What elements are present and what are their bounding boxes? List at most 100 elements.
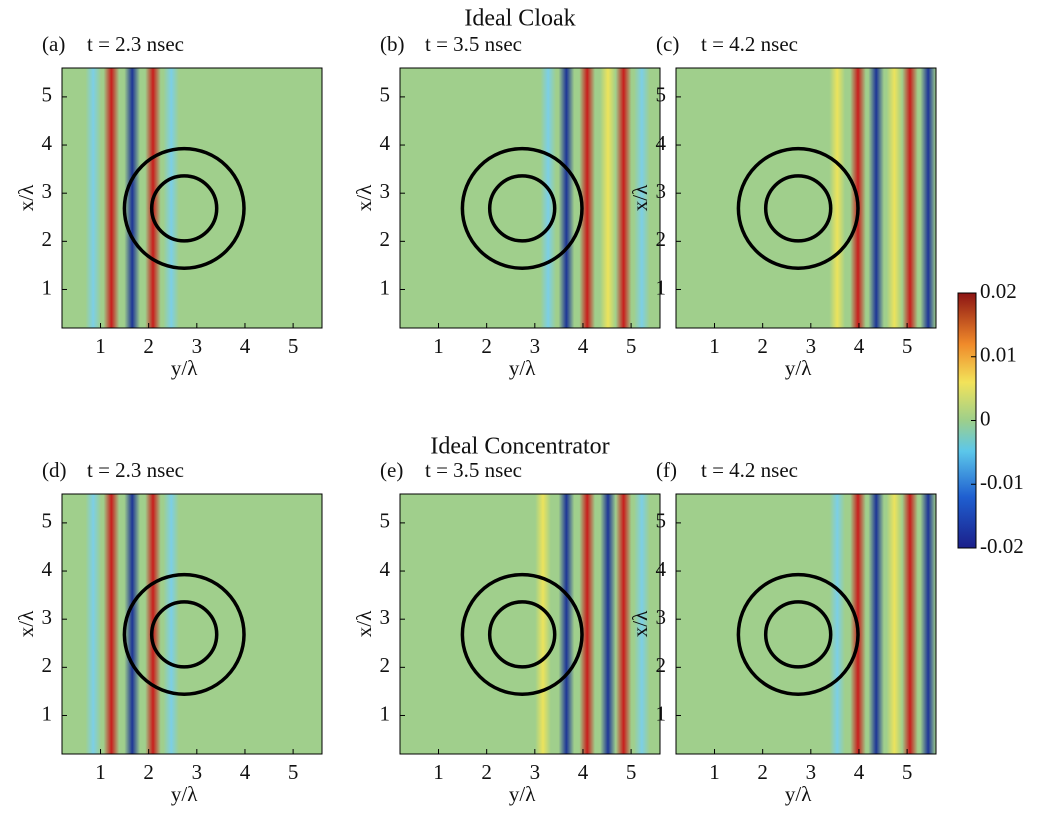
- y-tick-label: 2: [656, 653, 667, 677]
- y-tick-label: 1: [42, 275, 53, 299]
- inner-circle: [763, 600, 833, 669]
- colorbar-tick-label: 0: [980, 406, 991, 430]
- y-axis-label: x/λ: [352, 184, 376, 211]
- y-tick-label: 5: [380, 83, 391, 107]
- y-tick-label: 2: [656, 227, 667, 251]
- y-tick-label: 1: [656, 701, 667, 725]
- x-tick-label: 4: [854, 334, 865, 358]
- y-tick-label: 1: [42, 701, 53, 725]
- x-tick-label: 3: [192, 334, 203, 358]
- panel-label: (b): [380, 32, 405, 56]
- y-tick-label: 4: [42, 131, 53, 155]
- x-tick-label: 3: [806, 760, 817, 784]
- panel-title: t = 4.2 nsec: [701, 458, 798, 482]
- outer-circle: [736, 146, 860, 270]
- y-tick-label: 3: [656, 179, 667, 203]
- y-tick-label: 4: [42, 557, 53, 581]
- y-tick-label: 3: [380, 179, 391, 203]
- outer-circle: [460, 572, 584, 696]
- x-axis-label: y/λ: [509, 356, 536, 380]
- x-tick-label: 3: [530, 760, 541, 784]
- x-tick-label: 3: [530, 334, 541, 358]
- x-tick-label: 1: [709, 760, 720, 784]
- x-tick-label: 4: [578, 334, 589, 358]
- x-axis-label: y/λ: [785, 356, 812, 380]
- x-tick-label: 5: [902, 334, 913, 358]
- y-tick-label: 5: [656, 83, 667, 107]
- x-tick-label: 5: [626, 334, 637, 358]
- y-tick-label: 2: [42, 227, 53, 251]
- y-tick-label: 4: [656, 557, 667, 581]
- y-tick-label: 3: [656, 605, 667, 629]
- x-tick-label: 1: [433, 760, 444, 784]
- colorbar-tick-label: -0.01: [980, 470, 1024, 494]
- y-tick-label: 3: [42, 179, 53, 203]
- panel-label: (e): [380, 458, 403, 482]
- outer-circle: [736, 572, 860, 696]
- y-axis-label: x/λ: [14, 610, 38, 637]
- x-axis-label: y/λ: [785, 782, 812, 806]
- x-tick-label: 5: [288, 334, 299, 358]
- x-tick-label: 2: [481, 334, 492, 358]
- field: [399, 493, 661, 755]
- field: [675, 67, 937, 329]
- x-tick-label: 1: [95, 760, 106, 784]
- x-tick-label: 2: [481, 760, 492, 784]
- panel-label: (a): [42, 32, 65, 56]
- inner-circle: [487, 174, 557, 243]
- x-tick-label: 2: [143, 760, 154, 784]
- y-tick-label: 2: [380, 653, 391, 677]
- y-tick-label: 4: [380, 557, 391, 581]
- x-tick-label: 1: [95, 334, 106, 358]
- field: [61, 493, 323, 755]
- inner-circle: [149, 600, 219, 669]
- panel-title: t = 2.3 nsec: [87, 458, 184, 482]
- x-tick-label: 4: [578, 760, 589, 784]
- field: [399, 67, 661, 329]
- panel-label: (d): [42, 458, 67, 482]
- x-tick-label: 3: [806, 334, 817, 358]
- y-tick-label: 2: [42, 653, 53, 677]
- x-tick-label: 1: [433, 334, 444, 358]
- y-tick-label: 2: [380, 227, 391, 251]
- outer-circle: [122, 146, 246, 270]
- inner-circle: [487, 600, 557, 669]
- outer-circle: [460, 146, 584, 270]
- x-tick-label: 1: [709, 334, 720, 358]
- inner-circle: [763, 174, 833, 243]
- y-tick-label: 3: [42, 605, 53, 629]
- colorbar-tick-label: 0.02: [980, 279, 1017, 303]
- y-axis-label: x/λ: [352, 610, 376, 637]
- y-axis-label: x/λ: [628, 184, 652, 211]
- y-tick-label: 5: [380, 509, 391, 533]
- panel-title: t = 3.5 nsec: [425, 32, 522, 56]
- y-axis-label: x/λ: [628, 610, 652, 637]
- row-title: Ideal Concentrator: [430, 434, 609, 460]
- field: [61, 67, 323, 329]
- x-tick-label: 3: [192, 760, 203, 784]
- x-tick-label: 5: [288, 760, 299, 784]
- panel-label: (f): [656, 458, 677, 482]
- panel-label: (c): [656, 32, 679, 56]
- x-axis-label: y/λ: [171, 782, 198, 806]
- colorbar-tick-label: -0.02: [980, 534, 1024, 558]
- y-tick-label: 4: [380, 131, 391, 155]
- y-tick-label: 5: [656, 509, 667, 533]
- outer-circle: [122, 572, 246, 696]
- panel-title: t = 3.5 nsec: [425, 458, 522, 482]
- x-tick-label: 5: [902, 760, 913, 784]
- x-axis-label: y/λ: [171, 356, 198, 380]
- y-tick-label: 5: [42, 509, 53, 533]
- y-tick-label: 1: [380, 701, 391, 725]
- row-title: Ideal Cloak: [464, 6, 575, 32]
- panel-title: t = 2.3 nsec: [87, 32, 184, 56]
- y-tick-label: 1: [656, 275, 667, 299]
- x-tick-label: 4: [240, 334, 251, 358]
- colorbar-tick-label: 0.01: [980, 343, 1017, 367]
- field: [675, 493, 937, 755]
- x-tick-label: 4: [240, 760, 251, 784]
- x-tick-label: 2: [143, 334, 154, 358]
- x-tick-label: 2: [757, 334, 768, 358]
- y-tick-label: 3: [380, 605, 391, 629]
